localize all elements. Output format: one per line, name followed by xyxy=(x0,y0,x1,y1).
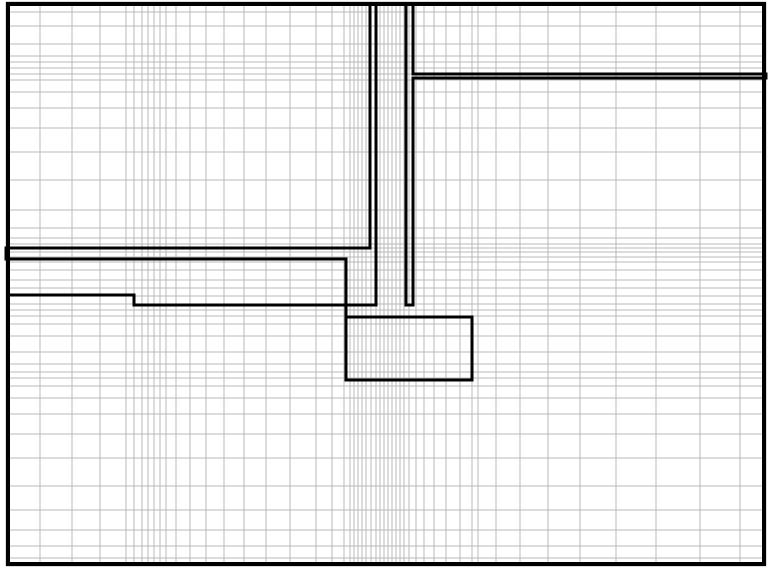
mesh-diagram xyxy=(0,0,774,572)
diagram-svg xyxy=(0,0,774,572)
